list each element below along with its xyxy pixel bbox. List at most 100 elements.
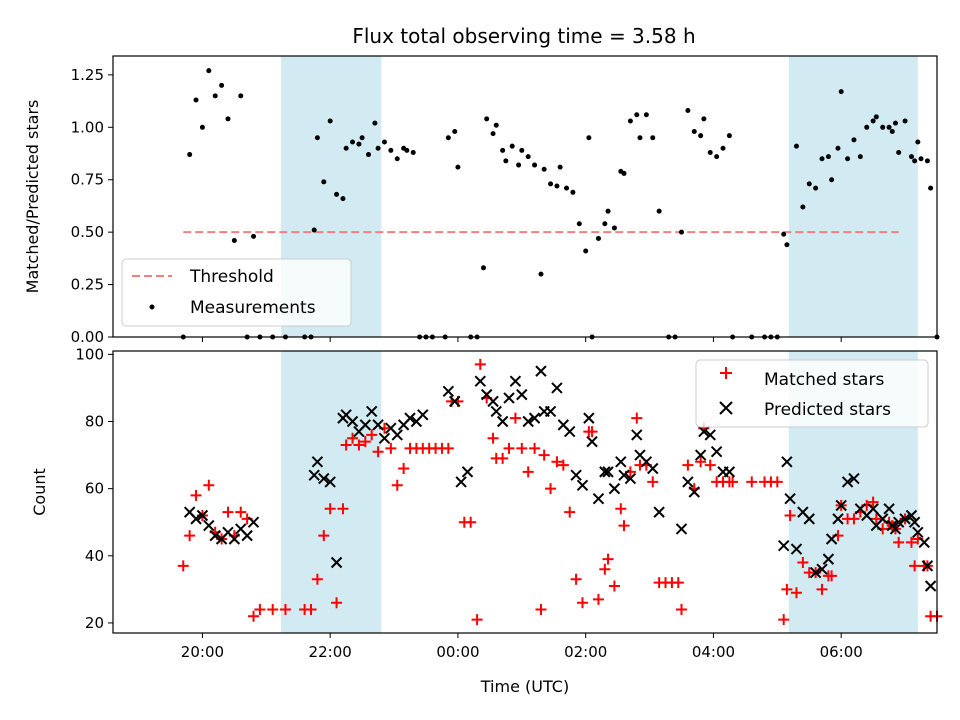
matched-marker — [311, 573, 323, 585]
predicted-legend-swatch — [719, 401, 733, 415]
measurement-point — [564, 185, 570, 191]
measurement-point — [314, 135, 320, 141]
matched-marker — [893, 536, 905, 548]
measurement-point — [701, 116, 707, 122]
matched-legend-swatch — [720, 367, 732, 379]
predicted-marker — [241, 529, 253, 542]
matched-marker — [631, 412, 643, 424]
bottom-y-axis-label: Count — [30, 468, 49, 516]
measurement-point — [915, 139, 921, 145]
predicted-marker — [841, 476, 854, 488]
predicted-marker — [474, 375, 486, 387]
measurement-point — [800, 204, 806, 210]
measurement-point — [634, 112, 640, 118]
measurement-point — [870, 118, 876, 124]
predicted-marker — [599, 466, 611, 478]
measurement-point — [793, 143, 799, 149]
measurement-point — [334, 191, 340, 197]
measurement-point — [691, 128, 697, 134]
measurement-point — [621, 170, 627, 176]
predicted-marker — [359, 419, 372, 431]
predicted-marker — [551, 382, 563, 394]
predicted-marker — [908, 516, 921, 528]
measurement-point — [519, 147, 525, 153]
measurement-point — [829, 177, 835, 183]
matched-marker — [337, 503, 349, 515]
measurement-point — [356, 141, 362, 147]
matched-marker — [608, 580, 620, 592]
bottom-legend: Matched stars Predicted stars — [695, 359, 929, 428]
predicted-marker — [449, 395, 461, 408]
predicted-marker — [365, 405, 378, 418]
measurement-point — [627, 118, 633, 124]
measurement-point — [410, 149, 416, 155]
matched-marker — [190, 489, 202, 501]
predicted-marker — [516, 388, 528, 401]
measurement-point — [327, 118, 333, 124]
predicted-marker — [631, 429, 643, 441]
measurement-point — [656, 208, 662, 214]
measurement-point — [541, 166, 547, 172]
matched-marker — [353, 439, 365, 451]
measurement-point — [219, 82, 225, 88]
measurement-point — [889, 128, 895, 134]
predicted-marker — [583, 412, 595, 424]
measurement-point — [586, 135, 592, 141]
predicted-marker — [324, 476, 336, 488]
measurement-point — [238, 93, 244, 99]
matched-marker — [576, 597, 588, 609]
matched-marker — [771, 476, 783, 488]
matched-marker — [826, 570, 838, 582]
matched-marker — [372, 446, 384, 458]
bottom-y-axis: 20 40 60 80 100 — [75, 345, 113, 632]
predicted-marker — [346, 415, 359, 428]
matched-marker — [564, 506, 576, 518]
predicted-marker — [624, 472, 637, 485]
predicted-marker — [889, 523, 902, 535]
predicted-marker — [905, 509, 918, 522]
measurement-point — [445, 135, 451, 141]
top-y-axis: 0.00 0.25 0.50 0.75 1.00 1.25 — [71, 66, 113, 346]
predicted-marker — [698, 425, 710, 438]
matched-marker — [675, 604, 687, 615]
measurement-point — [359, 135, 365, 141]
predicted-marker — [528, 412, 541, 424]
threshold-legend-label: Threshold — [189, 267, 274, 287]
measurement-point — [343, 145, 349, 151]
measurement-point — [698, 133, 704, 139]
measurement-point — [225, 116, 231, 122]
measurement-point — [452, 128, 458, 134]
predicted-marker — [404, 412, 416, 424]
predicted-marker — [883, 503, 895, 515]
predicted-marker — [867, 503, 879, 515]
figure-title: Flux total observing time = 3.58 h — [352, 24, 695, 48]
measurement-point — [714, 154, 720, 160]
predicted-marker — [694, 449, 707, 461]
predicted-marker — [704, 429, 716, 441]
measurement-point — [554, 183, 560, 189]
predicted-marker — [918, 536, 930, 549]
matched-marker — [529, 442, 541, 454]
predicted-marker — [832, 513, 844, 525]
measurement-point — [340, 196, 346, 202]
top-shaded-interval-1 — [788, 56, 918, 337]
matched-marker — [347, 432, 359, 444]
predicted-marker — [391, 429, 403, 441]
measurement-point — [825, 154, 831, 160]
top-measurements — [180, 68, 940, 340]
matched-marker — [672, 577, 684, 589]
predicted-marker — [809, 566, 822, 579]
matched-marker — [599, 563, 611, 575]
measurement-point — [350, 139, 356, 145]
top-y-axis-label: Matched/Predicted stars — [23, 100, 42, 294]
matched-marker — [324, 503, 336, 515]
matched-marker — [177, 560, 189, 572]
matched-marker — [248, 610, 260, 622]
predicted-marker — [777, 540, 790, 552]
predicted-marker — [308, 469, 320, 481]
predicted-marker — [682, 476, 694, 488]
matched-marker — [340, 439, 352, 451]
top-y-tick-label: 0.25 — [71, 276, 104, 294]
x-tick-label: 00:00 — [436, 643, 479, 661]
